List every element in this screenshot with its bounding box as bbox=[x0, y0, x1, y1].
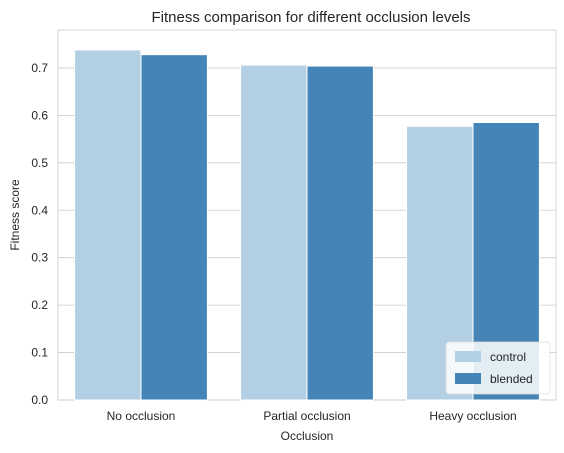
y-tick-label: 0.5 bbox=[31, 156, 48, 170]
bar-blended bbox=[306, 65, 374, 401]
y-tick-label: 0.3 bbox=[31, 251, 48, 265]
bar-control bbox=[240, 64, 308, 401]
y-tick-label: 0.0 bbox=[31, 393, 48, 407]
x-tick-label: No occlusion bbox=[107, 409, 176, 423]
y-tick-label: 0.4 bbox=[31, 203, 48, 217]
legend-label: blended bbox=[490, 372, 533, 386]
y-tick-label: 0.1 bbox=[31, 346, 48, 360]
y-tick-label: 0.2 bbox=[31, 298, 48, 312]
bar-blended bbox=[140, 54, 208, 401]
x-tick-label: Heavy occlusion bbox=[429, 409, 516, 423]
bar-control bbox=[74, 49, 142, 401]
x-tick-label: Partial occlusion bbox=[263, 409, 350, 423]
legend: control blended bbox=[445, 341, 551, 395]
legend-swatch bbox=[455, 373, 481, 384]
legend-swatch bbox=[455, 351, 481, 362]
x-axis-label: Occlusion bbox=[281, 429, 334, 443]
legend-label: control bbox=[490, 350, 526, 364]
y-tick-label: 0.7 bbox=[31, 61, 48, 75]
y-tick-label: 0.6 bbox=[31, 108, 48, 122]
chart-title: Fitness comparison for different occlusi… bbox=[151, 9, 470, 26]
plot-area: 0.0 0.1 0.2 0.3 0.4 0.5 0.6 0.7 No occlusion Part… bbox=[31, 29, 557, 423]
y-axis-label: Fitness score bbox=[8, 179, 22, 251]
